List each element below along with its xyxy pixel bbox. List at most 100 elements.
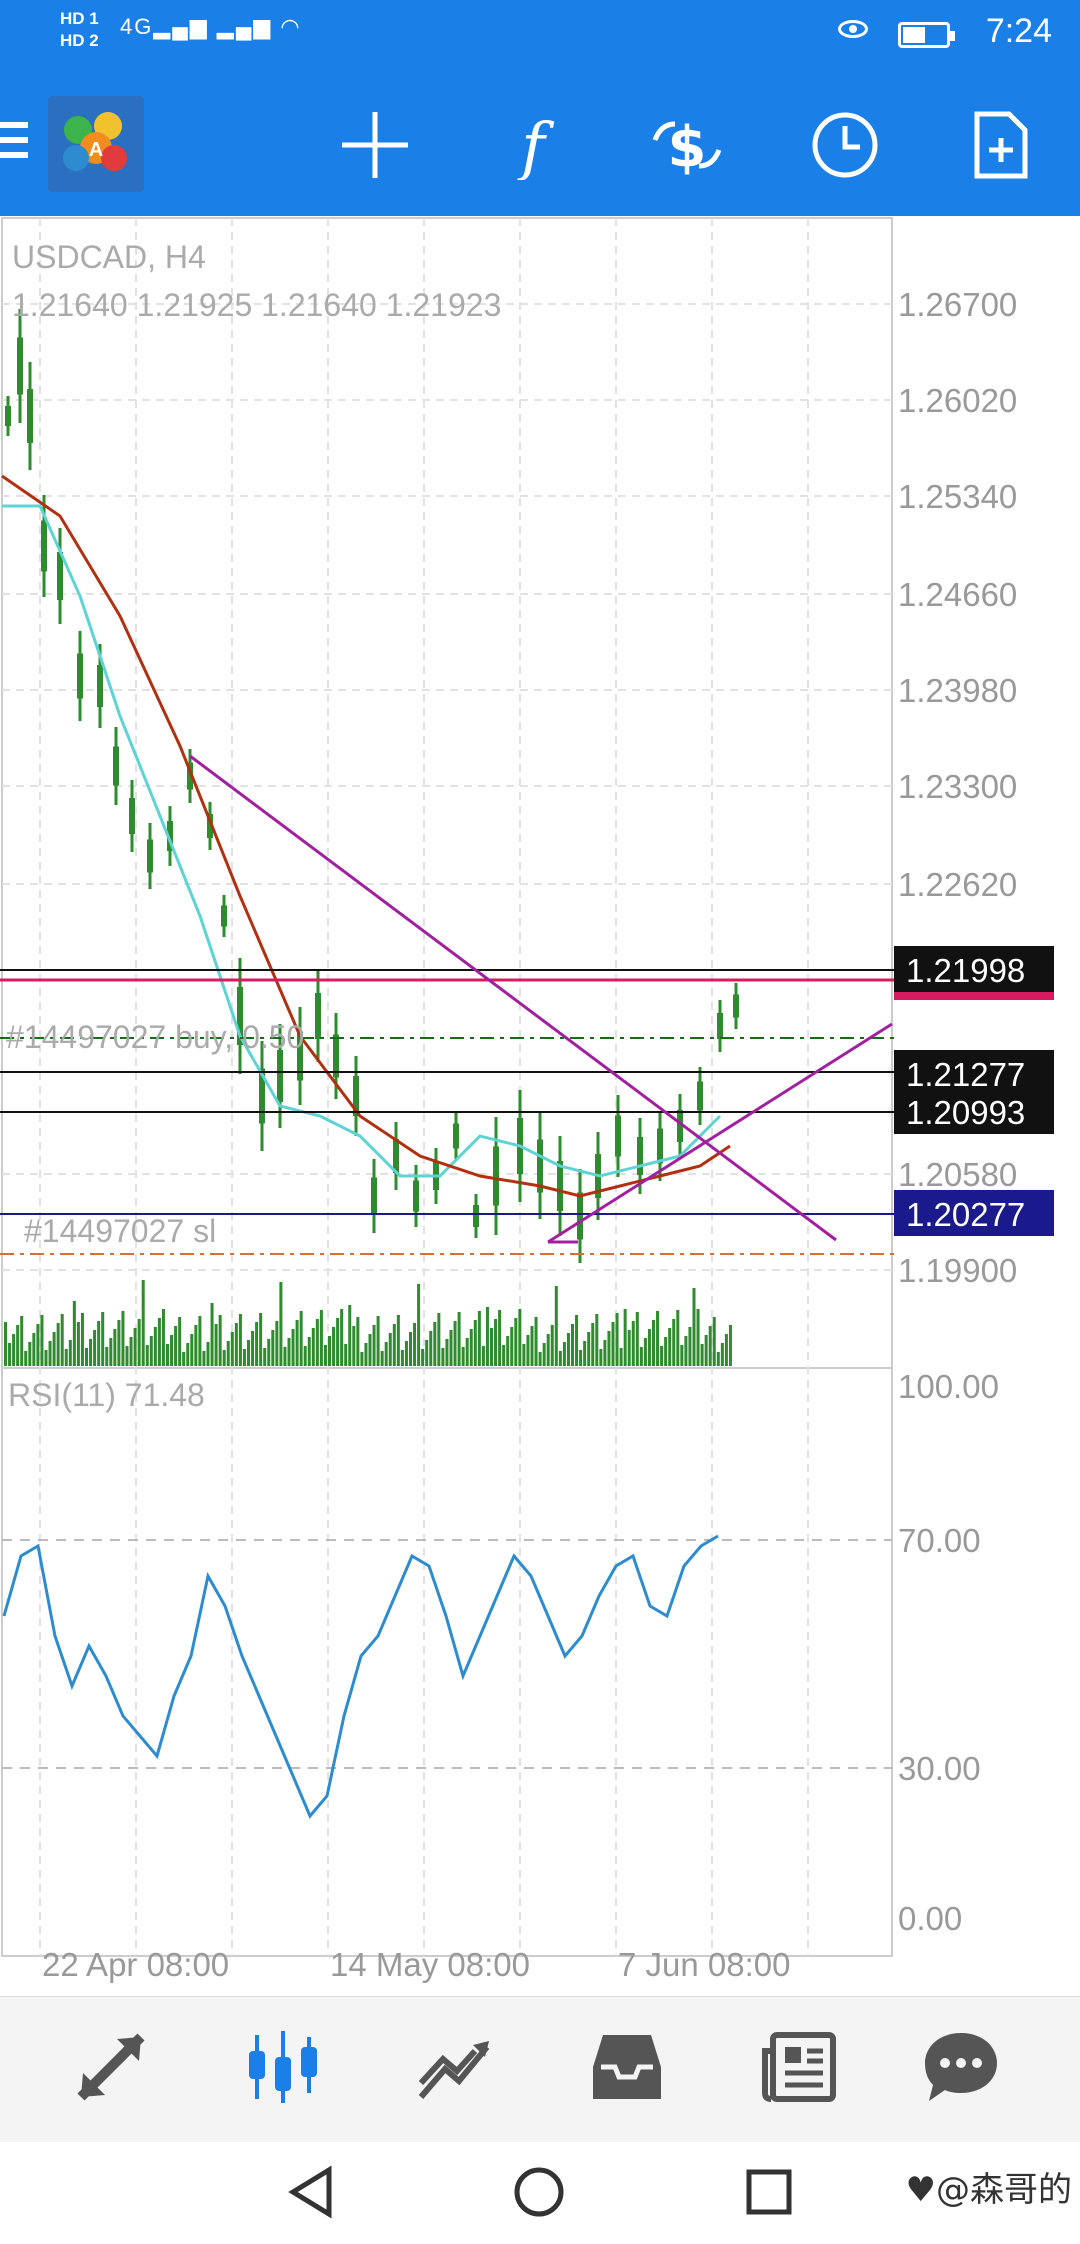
volume-bar (583, 1341, 587, 1366)
candle-body (167, 821, 173, 851)
volume-bar (137, 1319, 141, 1366)
chart-tab[interactable] (228, 2017, 338, 2117)
volume-bar (145, 1345, 149, 1366)
volume-bar (8, 1343, 12, 1366)
bottom-navigation (0, 1996, 1080, 2142)
chat-tab[interactable] (906, 2017, 1016, 2117)
candle-body (97, 665, 103, 707)
new-order-button[interactable] (956, 100, 1046, 190)
home-button[interactable] (484, 2142, 594, 2242)
volume-bar (80, 1313, 84, 1366)
candle-body (315, 993, 321, 1039)
price-chart[interactable] (0, 216, 1080, 1996)
volume-bar (494, 1319, 498, 1366)
volume-bar (206, 1342, 210, 1366)
candle-body (207, 814, 213, 838)
candle-body (187, 762, 193, 790)
volume-bar (518, 1309, 522, 1366)
volume-bar (680, 1345, 684, 1366)
chart-area[interactable]: USDCAD, H4 1.21640 1.21925 1.21640 1.219… (0, 216, 1080, 1996)
menu-icon[interactable] (0, 122, 28, 166)
volume-bar (28, 1342, 32, 1366)
news-tab[interactable] (744, 2017, 854, 2117)
volume-bar (437, 1313, 441, 1366)
candle-body (453, 1123, 459, 1149)
volume-bar (627, 1330, 631, 1366)
volume-bar (291, 1329, 295, 1366)
crosshair-icon (342, 112, 408, 178)
chart-candles-icon (249, 2031, 317, 2103)
volume-bar (166, 1344, 169, 1366)
candle-body (677, 1110, 683, 1142)
volume-bar (368, 1334, 372, 1366)
app-logo[interactable]: A (48, 96, 144, 192)
volume-bar (372, 1325, 376, 1366)
back-button[interactable] (256, 2142, 366, 2242)
volume-bar (283, 1347, 287, 1366)
volume-bar (125, 1346, 129, 1366)
crosshair-button[interactable] (330, 100, 420, 190)
fast-moving-average (2, 504, 722, 1178)
volume-bar (299, 1311, 303, 1366)
candle-body (41, 520, 47, 572)
volume-bar (153, 1327, 157, 1366)
volume-bar (481, 1346, 485, 1366)
volume-bar (113, 1329, 117, 1366)
volume-bar (643, 1338, 647, 1366)
rsi-line (2, 1534, 719, 1819)
volume-bar (611, 1322, 615, 1366)
candle-body (113, 746, 119, 786)
candle-body (129, 798, 135, 834)
timeframe-button[interactable] (800, 100, 890, 190)
volume-bar (708, 1326, 712, 1366)
volume-bar (656, 1311, 660, 1366)
candle-body (615, 1115, 621, 1157)
volume-bar (396, 1315, 400, 1366)
volume-bar (716, 1352, 720, 1366)
candle-body (57, 552, 63, 600)
symbols-button[interactable]: $ (642, 100, 732, 190)
volume-bar (360, 1352, 364, 1366)
volume-bar (336, 1318, 340, 1366)
volume-bar (696, 1309, 700, 1366)
volume-bar (89, 1339, 93, 1366)
quotes-tab[interactable] (56, 2017, 166, 2117)
history-tab[interactable] (572, 2017, 682, 2117)
volume-bar (218, 1315, 222, 1366)
volume-bar (234, 1323, 238, 1366)
volume-bar (56, 1323, 60, 1366)
volume-bar (323, 1345, 327, 1366)
volume-bar (409, 1332, 412, 1366)
volume-bar (328, 1336, 331, 1366)
volume-bar (635, 1312, 639, 1366)
volume-bar (275, 1321, 279, 1366)
trade-tab[interactable] (400, 2017, 510, 2117)
volume-bar (724, 1334, 728, 1366)
volume-bar (591, 1323, 595, 1366)
hd1-label: HD 1 (60, 9, 99, 28)
volume-bar (190, 1334, 194, 1366)
volume-bar (263, 1348, 267, 1366)
volume-bar (210, 1303, 214, 1366)
candle-body (221, 905, 227, 927)
volume-bar (453, 1321, 457, 1366)
candle-body (697, 1081, 703, 1111)
volume-bar (186, 1343, 190, 1366)
volume-bar (566, 1333, 570, 1366)
recents-button[interactable] (714, 2142, 824, 2242)
indicators-button[interactable]: f (488, 100, 578, 190)
back-triangle-icon (288, 2165, 332, 2219)
volume-bar (141, 1280, 145, 1366)
candle-body (371, 1177, 377, 1215)
volume-bar (388, 1333, 392, 1366)
volume-bar (52, 1332, 56, 1366)
volume-bar (315, 1319, 319, 1366)
volume-bar (60, 1314, 64, 1366)
volume-bar (587, 1332, 591, 1366)
volume-bar (44, 1350, 48, 1366)
volume-bar (522, 1344, 526, 1366)
volume-bar (498, 1310, 502, 1366)
volume-bar (652, 1320, 655, 1366)
volume-bar (534, 1317, 538, 1366)
rsi-pane-frame (1, 1367, 893, 1957)
